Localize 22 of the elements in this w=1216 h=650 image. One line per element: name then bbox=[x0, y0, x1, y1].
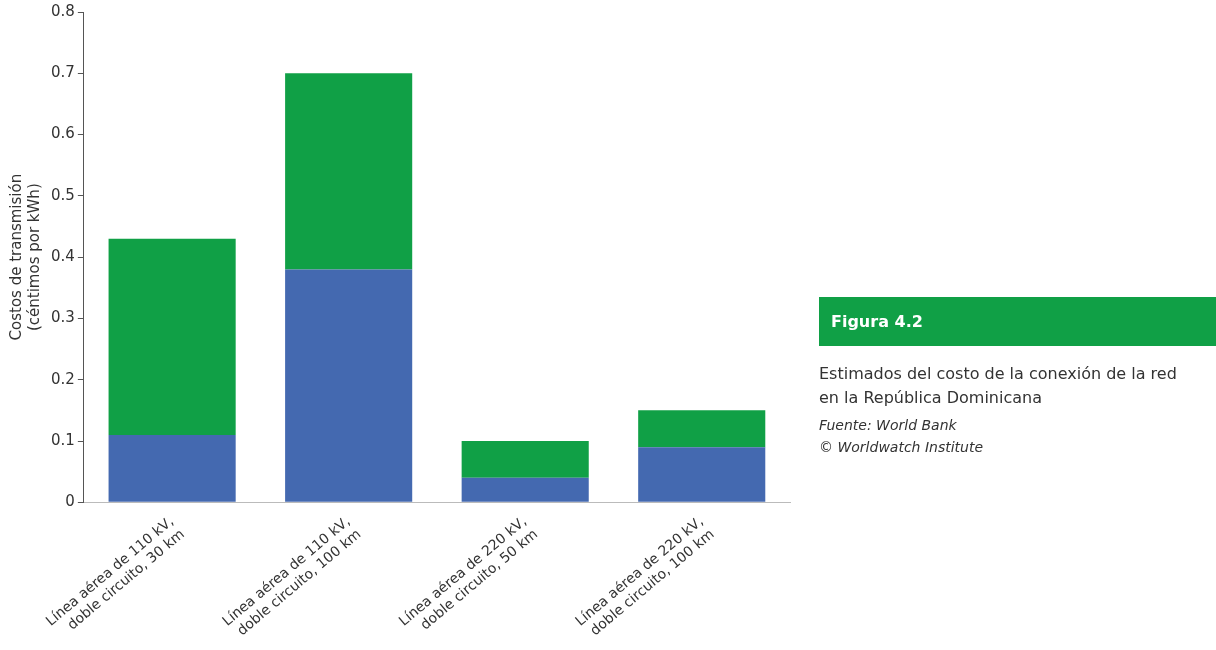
source-note: Fuente: World Bank bbox=[819, 416, 958, 435]
y-tick-label: 0.2 bbox=[51, 369, 75, 388]
bar bbox=[108, 238, 236, 435]
y-tick-label: 0.3 bbox=[51, 308, 75, 327]
y-tick-label: 0 bbox=[65, 492, 75, 511]
text: © Worldwatch Institute bbox=[819, 438, 985, 457]
bar bbox=[638, 447, 766, 502]
text: Figura 4.2 bbox=[819, 297, 1216, 346]
y-tick-label: 0.6 bbox=[51, 124, 75, 143]
bar bbox=[285, 269, 413, 502]
bar bbox=[638, 410, 766, 448]
bar bbox=[285, 73, 413, 270]
y-axis-title: Costos de transmisión (céntimos por kWh) bbox=[6, 173, 43, 341]
y-tick-label: 0.7 bbox=[51, 63, 75, 82]
bar bbox=[108, 434, 236, 502]
y-tick-label: 0.5 bbox=[51, 185, 75, 204]
bar bbox=[461, 441, 589, 478]
y-tick-label: 0.4 bbox=[51, 247, 75, 266]
y-tick-label: 0.8 bbox=[51, 1, 75, 20]
bar bbox=[461, 477, 589, 502]
y-tick-label: 0.1 bbox=[51, 430, 75, 449]
text: Estimados del costo de la conexión de la red en la República Dominicana bbox=[819, 363, 1178, 409]
